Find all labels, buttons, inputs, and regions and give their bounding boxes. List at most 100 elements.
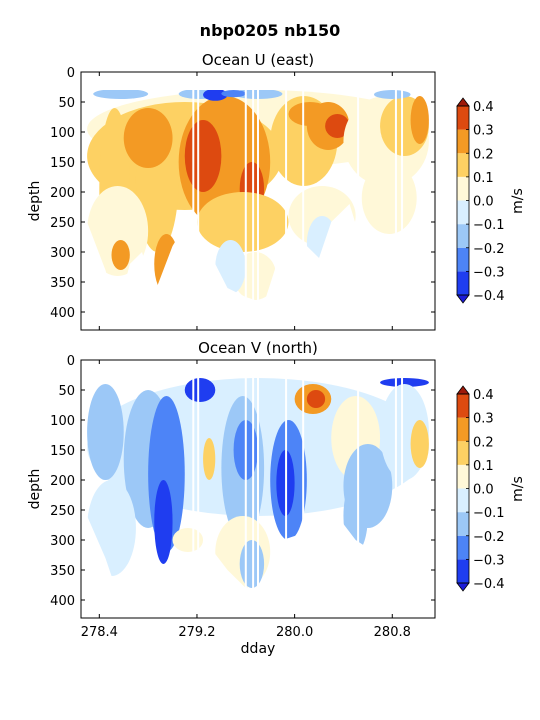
velocity-region-6 xyxy=(203,438,216,480)
velocity-region-25 xyxy=(203,88,228,101)
y-tick-label: 300 xyxy=(50,246,75,261)
velocity-region-20 xyxy=(239,540,265,588)
colorbar: −0.4 −0.3 −0.2 −0.1 0.0 0.1 0.2 0.3 0.4 xyxy=(456,385,505,592)
y-tick-label: 0 xyxy=(67,354,75,369)
velocity-region-27 xyxy=(373,90,411,99)
data-gap-1 xyxy=(197,72,200,330)
colorbar-tick-label: 0.1 xyxy=(473,459,494,474)
colorbar-tick-label: 0.1 xyxy=(473,171,494,186)
data-gap-1 xyxy=(197,360,200,618)
y-tick-label: 250 xyxy=(50,216,75,231)
data-gap-3 xyxy=(252,360,255,618)
colorbar-tick-label: 0.3 xyxy=(473,124,494,139)
x-axis-label: dday xyxy=(241,641,276,657)
colorbar-tick-label: 0.0 xyxy=(473,483,494,498)
y-tick-label: 300 xyxy=(50,534,75,549)
colorbar-tick-label: −0.4 xyxy=(473,289,505,304)
colorbar-tick-label: −0.4 xyxy=(473,577,505,592)
data-gap-3 xyxy=(252,72,255,330)
colorbar-segment xyxy=(457,106,469,130)
y-axis-label: depth xyxy=(27,469,43,510)
heatmap-area: 0 50 100 150 200 250 300 350 400 278.4 279.2 280.0 2… xyxy=(50,354,436,640)
colorbar-tick-label: −0.3 xyxy=(473,553,505,568)
depth-limit-mask xyxy=(81,480,435,618)
ocean-v-panel: Ocean V (north) depth 0 50 100 150 200 250 300… xyxy=(27,339,526,640)
velocity-region-19 xyxy=(361,162,417,234)
colorbar-segment xyxy=(457,417,469,442)
y-tick-label: 100 xyxy=(50,414,75,429)
colorbar-tick-label: −0.2 xyxy=(473,530,505,545)
colorbar-extend-high xyxy=(456,97,470,107)
colorbar-segment xyxy=(457,535,469,560)
data-gap-4 xyxy=(257,360,259,618)
velocity-region-8 xyxy=(196,192,289,252)
colorbar-segment xyxy=(457,559,469,583)
velocity-region-21 xyxy=(172,528,204,552)
data-gap-8 xyxy=(394,360,397,618)
colorbar-segment xyxy=(457,224,469,248)
y-tick-label: 350 xyxy=(50,276,75,291)
colorbar: −0.4 −0.3 −0.2 −0.1 0.0 0.1 0.2 0.3 0.4 xyxy=(456,97,505,304)
panel-title: Ocean U (east) xyxy=(202,51,314,69)
colorbar-tick-label: −0.2 xyxy=(473,242,505,257)
data-gap-9 xyxy=(401,360,404,618)
data-gap-2 xyxy=(244,72,247,330)
x-tick-label: 280.0 xyxy=(276,625,313,640)
axes-frame xyxy=(80,359,436,619)
colorbar-segment xyxy=(457,153,469,177)
y-tick-label: 0 xyxy=(67,66,75,81)
colorbar-tick-label: 0.2 xyxy=(473,147,494,162)
y-tick-label: 350 xyxy=(50,564,75,579)
velocity-region-17 xyxy=(87,186,149,276)
velocity-region-16 xyxy=(410,96,429,144)
y-axis-label: depth xyxy=(27,181,43,222)
x-tick-label: 280.8 xyxy=(374,625,411,640)
data-gap-5 xyxy=(285,360,288,618)
velocity-region-26 xyxy=(221,90,246,98)
colorbar-extend-high xyxy=(456,385,470,395)
velocity-region-29 xyxy=(111,240,130,270)
colorbar-segment xyxy=(457,176,469,201)
velocity-region-15 xyxy=(380,378,429,387)
y-tick-label: 400 xyxy=(50,306,75,321)
velocity-region-4 xyxy=(123,108,173,168)
velocity-region-4 xyxy=(154,480,173,564)
y-tick-label: 200 xyxy=(50,186,75,201)
x-tick-label: 279.2 xyxy=(178,625,215,640)
colorbar-segment xyxy=(457,271,469,295)
data-gap-7 xyxy=(357,360,360,618)
colorbar-tick-label: 0.2 xyxy=(473,435,494,450)
data-gap-9 xyxy=(401,72,404,330)
data-gap-2 xyxy=(244,360,247,618)
colorbar-tick-label: 0.4 xyxy=(473,100,494,115)
depth-limit-mask xyxy=(81,192,435,330)
colorbar-tick-label: −0.1 xyxy=(473,218,505,233)
y-tick-label: 50 xyxy=(58,384,75,399)
data-gap-8 xyxy=(394,72,397,330)
velocity-region-13 xyxy=(325,114,350,138)
heatmap-area: 0 50 100 150 200 250 300 350 400 xyxy=(50,66,436,331)
velocity-region-5 xyxy=(184,378,216,402)
colorbar-tick-label: 0.3 xyxy=(473,412,494,427)
colorbar-segment xyxy=(457,200,469,225)
y-tick-label: 150 xyxy=(50,156,75,171)
data-gap-6 xyxy=(302,360,305,618)
data-gap-4 xyxy=(257,72,259,330)
colorbar-tick-label: 0.4 xyxy=(473,388,494,403)
colorbar-extend-low xyxy=(456,294,470,304)
velocity-region-22 xyxy=(93,88,149,99)
panel-title: Ocean V (north) xyxy=(198,339,318,357)
velocity-region-6 xyxy=(184,120,222,192)
velocity-region-12 xyxy=(306,390,326,408)
velocity-region-1 xyxy=(87,384,124,480)
y-tick-label: 400 xyxy=(50,594,75,609)
axes-frame xyxy=(80,71,436,331)
colorbar-segment xyxy=(457,488,469,513)
colorbar-segment xyxy=(457,512,469,536)
ocean-u-panel: Ocean U (east) depth 0 50 100 150 200 250 300 3… xyxy=(27,51,526,331)
colorbar-tick-label: −0.3 xyxy=(473,265,505,280)
colorbar-segment xyxy=(457,441,469,465)
colorbar-segment xyxy=(457,394,469,418)
colorbar-segment xyxy=(457,129,469,154)
